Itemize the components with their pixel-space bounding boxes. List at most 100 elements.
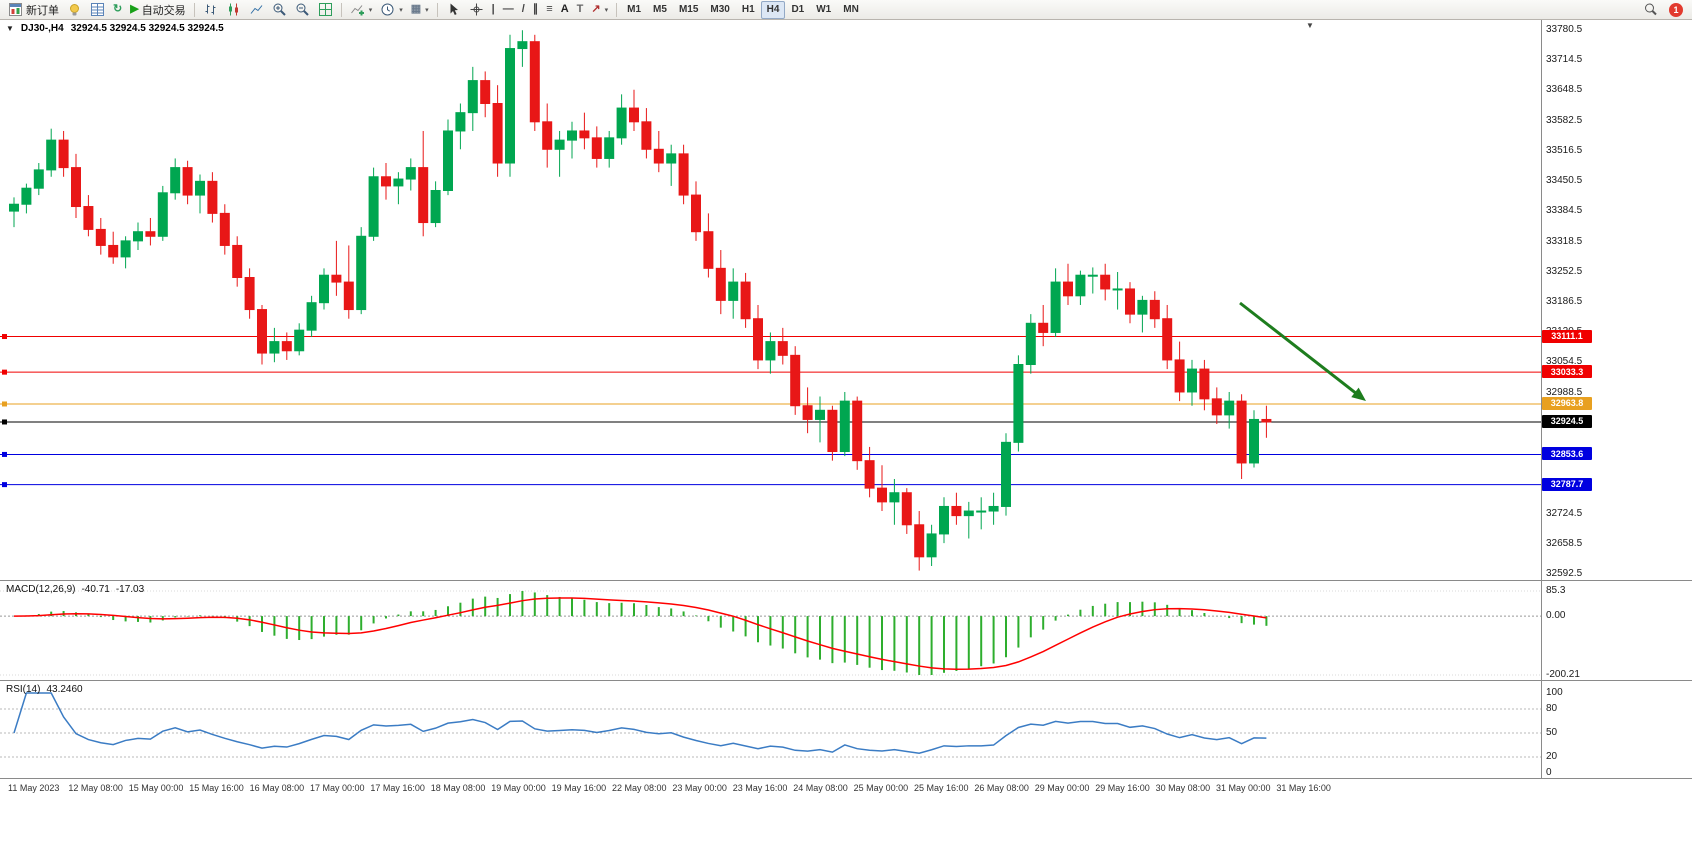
time-axis-label: 25 May 16:00 [914, 783, 969, 793]
line-chart-button[interactable] [245, 1, 268, 19]
notification-badge[interactable]: 1 [1669, 2, 1683, 17]
time-axis-label: 22 May 08:00 [612, 783, 667, 793]
rsi-panel[interactable] [0, 681, 1692, 778]
arrows-button[interactable]: ↗ ▾ [587, 1, 612, 19]
toolbar-separator [436, 2, 438, 17]
autotrading-button[interactable]: ▶ 自动交易 [126, 1, 189, 19]
time-axis-label: 15 May 16:00 [189, 783, 244, 793]
rsi-label: RSI(14) 43.2460 [6, 684, 89, 695]
crosshair-button[interactable] [465, 1, 488, 19]
time-axis-label: 17 May 16:00 [370, 783, 425, 793]
time-axis-label: 23 May 00:00 [672, 783, 727, 793]
refresh-button[interactable]: ↻ [109, 1, 126, 19]
time-axis-label: 25 May 00:00 [853, 783, 909, 793]
time-axis-label: 19 May 16:00 [551, 783, 607, 793]
channel-button[interactable]: ∥ [529, 1, 543, 19]
time-axis-label: 31 May 16:00 [1276, 783, 1331, 793]
timeframe-m1[interactable]: M1 [627, 4, 642, 15]
market-watch-button[interactable] [86, 1, 109, 19]
trendline-icon: / [521, 3, 525, 15]
chart-title: ▼ DJ30-,H4 32924.5 32924.5 32924.5 32924… [6, 23, 224, 34]
candlestick-icon [226, 2, 241, 17]
new-order-button[interactable]: 新订单 [4, 1, 63, 19]
autotrading-play-icon: ▶ [130, 3, 139, 15]
fibonacci-button[interactable]: ≡ [542, 1, 556, 19]
zoom-out-button[interactable] [291, 1, 314, 19]
rsi-name: RSI(14) [6, 684, 41, 695]
zoom-out-icon [295, 2, 310, 17]
text-button[interactable]: A [557, 1, 573, 19]
magnifier-icon [1643, 2, 1658, 17]
label-button[interactable]: T [573, 1, 588, 19]
trendline-button[interactable]: / [518, 1, 529, 19]
time-axis-label: 12 May 08:00 [68, 783, 123, 793]
price-axis-divider [1541, 20, 1542, 778]
timeframe-h1[interactable]: H1 [741, 4, 755, 15]
templates-button[interactable]: ▦ ▾ [407, 1, 433, 19]
toolbar-right: 1 [1639, 1, 1688, 19]
template-icon: ▦ [410, 3, 422, 15]
time-axis: 11 May 2023 12 May 08:00 15 May 00:00 15 Ma… [0, 778, 1692, 800]
tile-windows-button[interactable] [314, 1, 337, 19]
candlestick-button[interactable] [222, 1, 245, 19]
horizontal-line-button[interactable]: — [499, 1, 518, 19]
line-chart-icon [249, 2, 264, 17]
quote-values: 32924.5 32924.5 32924.5 32924.5 [70, 23, 224, 34]
time-axis-label: 24 May 08:00 [793, 783, 848, 793]
time-axis-label: 29 May 16:00 [1095, 783, 1150, 793]
toolbar-buttons: 新订单 ↻ ▶ 自动交易 ▾ ▾ ▦ ▾ | — / ∥ ≡ A T ↗ ▾ M1 M5 M15 M30 H1 H4 D1 W1… [4, 0, 1639, 19]
rsi-panel-divider[interactable] [0, 680, 1692, 681]
timeframe-d1[interactable]: D1 [791, 4, 805, 15]
toolbar-separator [616, 2, 618, 17]
timeframe-m5[interactable]: M5 [653, 4, 667, 15]
search-button[interactable] [1639, 1, 1662, 19]
toolbar-separator [340, 2, 342, 17]
tile-windows-icon [318, 2, 333, 17]
refresh-icon: ↻ [113, 3, 123, 15]
timeframe-mn[interactable]: MN [843, 4, 859, 15]
macd-panel[interactable] [0, 581, 1692, 680]
toolbar-separator [193, 2, 195, 17]
add-indicator-icon [350, 2, 365, 17]
arrow-icon: ↗ [591, 3, 601, 15]
timeframe-m30[interactable]: M30 [710, 4, 730, 15]
indicators-button[interactable]: ▾ [346, 1, 377, 19]
time-axis-label: 17 May 00:00 [310, 783, 365, 793]
vertical-line-button[interactable]: | [488, 1, 499, 19]
chevron-down-icon: ▾ [399, 6, 403, 14]
periods-button[interactable]: ▾ [376, 1, 407, 19]
bar-chart-button[interactable] [199, 1, 222, 19]
collapse-icon[interactable]: ▼ [6, 24, 14, 33]
time-axis-label: 23 May 16:00 [732, 783, 788, 793]
timeframe-h4[interactable]: H4 [760, 0, 786, 19]
new-order-label: 新订单 [26, 4, 59, 17]
time-axis-label: 15 May 00:00 [128, 783, 184, 793]
timeframe-m15[interactable]: M15 [678, 4, 699, 15]
vertical-line-icon: | [491, 3, 495, 15]
macd-signal-value: -17.03 [115, 584, 145, 595]
cursor-icon [446, 2, 461, 17]
crosshair-icon [469, 2, 484, 17]
macd-panel-divider[interactable] [0, 580, 1692, 581]
zoom-in-button[interactable] [268, 1, 291, 19]
time-axis-label: 29 May 00:00 [1034, 783, 1090, 793]
time-axis-divider [0, 778, 1692, 779]
timeframe-w1[interactable]: W1 [816, 4, 832, 15]
chart-shift-marker[interactable]: ▼ [1306, 21, 1314, 30]
time-axis-label: 19 May 00:00 [491, 783, 546, 793]
macd-label: MACD(12,26,9) -40.71 -17.03 [6, 584, 150, 595]
time-axis-label: 30 May 08:00 [1155, 783, 1211, 793]
time-axis-label: 16 May 08:00 [249, 783, 305, 793]
new-order-icon [8, 2, 23, 17]
cursor-button[interactable] [442, 1, 465, 19]
price-chart[interactable] [0, 20, 1692, 580]
time-axis-label: 11 May 2023 [8, 783, 60, 793]
autotrading-label: 自动交易 [141, 4, 186, 17]
profiles-button[interactable] [63, 1, 86, 19]
lightbulb-icon [67, 2, 82, 17]
bar-chart-icon [203, 2, 218, 17]
market-watch-icon [90, 2, 105, 17]
toolbar: 新订单 ↻ ▶ 自动交易 ▾ ▾ ▦ ▾ | — / ∥ ≡ A T ↗ ▾ M1 M5 M15 M30 H1 H4 D1 W1… [0, 0, 1692, 20]
time-axis-label: 31 May 00:00 [1216, 783, 1271, 793]
label-icon: T [576, 3, 584, 15]
